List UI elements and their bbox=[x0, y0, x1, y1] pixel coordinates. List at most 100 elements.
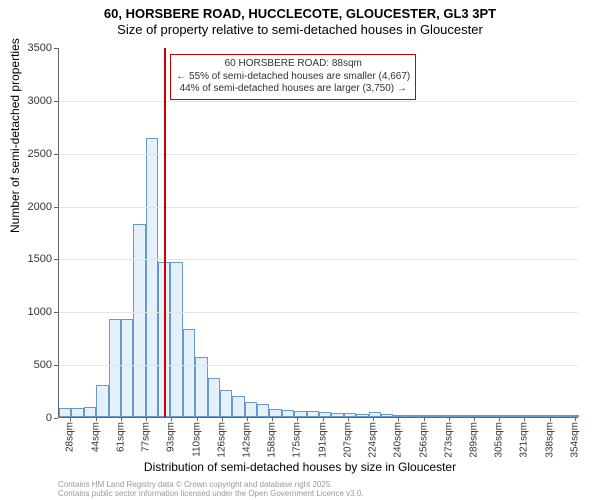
xtick-mark bbox=[474, 417, 475, 421]
chart-area: 60 HORSBERE ROAD: 88sqm ← 55% of semi-de… bbox=[58, 48, 578, 418]
histogram-bar bbox=[307, 411, 319, 417]
xtick-mark bbox=[272, 417, 273, 421]
xtick-label: 338sqm bbox=[544, 422, 555, 458]
plot-region: 60 HORSBERE ROAD: 88sqm ← 55% of semi-de… bbox=[58, 48, 578, 418]
xtick-mark bbox=[197, 417, 198, 421]
histogram-bar bbox=[146, 138, 158, 417]
chart-title-block: 60, HORSBERE ROAD, HUCCLECOTE, GLOUCESTE… bbox=[0, 0, 600, 37]
xtick-label: 142sqm bbox=[241, 422, 252, 458]
x-axis-label: Distribution of semi-detached houses by … bbox=[0, 460, 600, 474]
xtick-mark bbox=[323, 417, 324, 421]
histogram-bar bbox=[96, 385, 108, 417]
xtick-label: 240sqm bbox=[393, 422, 404, 458]
histogram-bar bbox=[71, 408, 83, 418]
annotation-line3: 44% of semi-detached houses are larger (… bbox=[176, 83, 410, 96]
annotation-box: 60 HORSBERE ROAD: 88sqm ← 55% of semi-de… bbox=[170, 54, 416, 100]
histogram-bar bbox=[84, 407, 96, 417]
footer-line1: Contains HM Land Registry data © Crown c… bbox=[58, 480, 364, 489]
histogram-bar bbox=[257, 404, 269, 417]
xtick-mark bbox=[348, 417, 349, 421]
ytick-label: 3500 bbox=[12, 42, 52, 54]
histogram-bar bbox=[294, 411, 306, 417]
gridline bbox=[59, 259, 578, 260]
histogram-bar bbox=[319, 412, 331, 417]
histogram-bar bbox=[554, 415, 566, 417]
xtick-mark bbox=[550, 417, 551, 421]
histogram-bar bbox=[529, 415, 541, 417]
ytick-mark bbox=[54, 154, 58, 155]
histogram-bar bbox=[393, 415, 405, 417]
xtick-label: 61sqm bbox=[115, 422, 126, 452]
histogram-bar bbox=[344, 413, 356, 417]
ytick-label: 0 bbox=[12, 412, 52, 424]
histogram-bar bbox=[331, 413, 343, 417]
xtick-label: 207sqm bbox=[342, 422, 353, 458]
gridline bbox=[59, 207, 578, 208]
gridline bbox=[59, 154, 578, 155]
chart-title-main: 60, HORSBERE ROAD, HUCCLECOTE, GLOUCESTE… bbox=[0, 6, 600, 22]
xtick-mark bbox=[222, 417, 223, 421]
ytick-label: 1000 bbox=[12, 306, 52, 318]
xtick-label: 126sqm bbox=[216, 422, 227, 458]
xtick-mark bbox=[575, 417, 576, 421]
histogram-bar bbox=[121, 319, 133, 417]
bars-container bbox=[59, 48, 578, 417]
xtick-label: 224sqm bbox=[368, 422, 379, 458]
ytick-label: 3000 bbox=[12, 95, 52, 107]
ytick-mark bbox=[54, 312, 58, 313]
xtick-label: 175sqm bbox=[292, 422, 303, 458]
ytick-mark bbox=[54, 48, 58, 49]
xtick-mark bbox=[373, 417, 374, 421]
gridline bbox=[59, 101, 578, 102]
histogram-bar bbox=[455, 415, 467, 417]
histogram-bar bbox=[245, 402, 257, 417]
ytick-label: 2000 bbox=[12, 201, 52, 213]
histogram-bar bbox=[208, 378, 220, 417]
xtick-mark bbox=[146, 417, 147, 421]
xtick-label: 93sqm bbox=[166, 422, 177, 452]
footer-line2: Contains public sector information licen… bbox=[58, 489, 364, 498]
ytick-mark bbox=[54, 259, 58, 260]
histogram-bar bbox=[269, 409, 281, 417]
histogram-bar bbox=[133, 224, 145, 417]
xtick-label: 305sqm bbox=[494, 422, 505, 458]
ytick-mark bbox=[54, 101, 58, 102]
histogram-bar bbox=[517, 415, 529, 417]
ytick-label: 2500 bbox=[12, 148, 52, 160]
gridline bbox=[59, 365, 578, 366]
ytick-mark bbox=[54, 418, 58, 419]
annotation-line2: ← 55% of semi-detached houses are smalle… bbox=[176, 71, 410, 84]
xtick-mark bbox=[449, 417, 450, 421]
histogram-bar bbox=[183, 329, 195, 417]
histogram-bar bbox=[59, 408, 71, 418]
histogram-bar bbox=[567, 415, 579, 417]
xtick-label: 110sqm bbox=[191, 422, 202, 457]
xtick-mark bbox=[398, 417, 399, 421]
xtick-label: 354sqm bbox=[569, 422, 580, 458]
xtick-label: 289sqm bbox=[469, 422, 480, 458]
xtick-mark bbox=[424, 417, 425, 421]
xtick-mark bbox=[499, 417, 500, 421]
annotation-marker-line bbox=[164, 48, 166, 417]
xtick-mark bbox=[524, 417, 525, 421]
xtick-mark bbox=[171, 417, 172, 421]
histogram-bar bbox=[232, 396, 244, 417]
histogram-bar bbox=[480, 415, 492, 417]
xtick-mark bbox=[297, 417, 298, 421]
ytick-label: 500 bbox=[12, 359, 52, 371]
ytick-mark bbox=[54, 365, 58, 366]
histogram-bar bbox=[406, 415, 418, 417]
histogram-bar bbox=[430, 415, 442, 417]
xtick-label: 28sqm bbox=[65, 422, 76, 452]
histogram-bar bbox=[109, 319, 121, 417]
footer-attribution: Contains HM Land Registry data © Crown c… bbox=[58, 480, 364, 498]
ytick-label: 1500 bbox=[12, 253, 52, 265]
ytick-mark bbox=[54, 207, 58, 208]
xtick-label: 191sqm bbox=[317, 422, 328, 458]
xtick-label: 256sqm bbox=[418, 422, 429, 458]
xtick-label: 44sqm bbox=[90, 422, 101, 452]
xtick-mark bbox=[247, 417, 248, 421]
gridline bbox=[59, 312, 578, 313]
histogram-bar bbox=[381, 414, 393, 417]
xtick-mark bbox=[96, 417, 97, 421]
